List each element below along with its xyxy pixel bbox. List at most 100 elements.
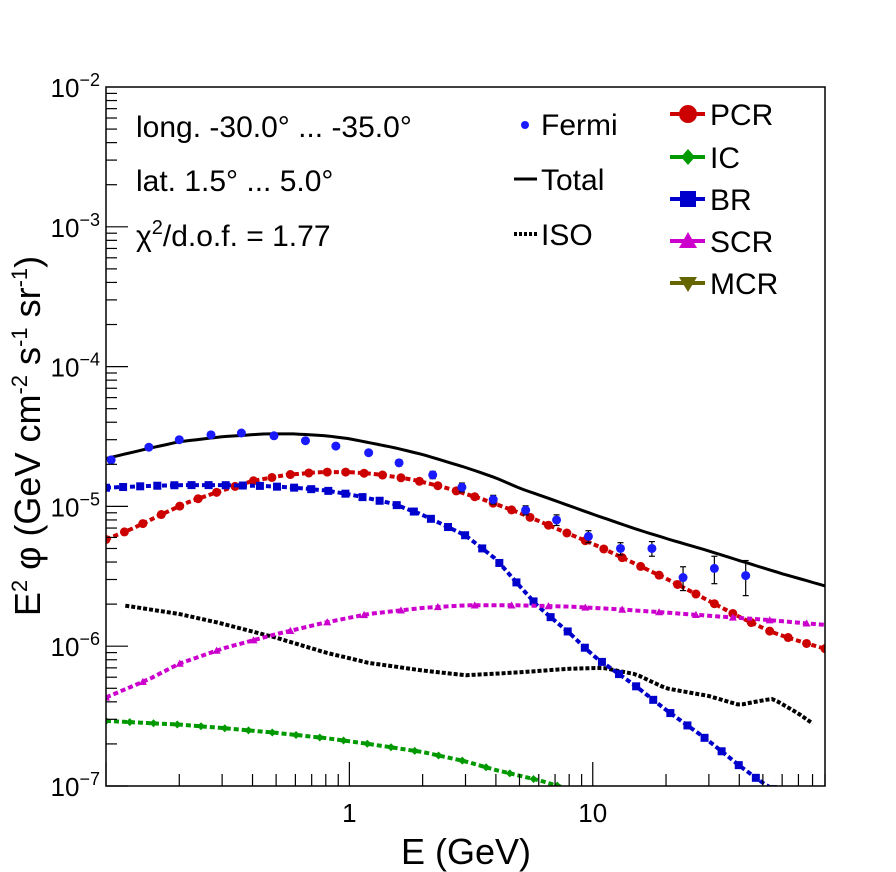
fermi-point xyxy=(174,435,184,445)
series-marker-pcr xyxy=(138,519,148,529)
series-line-br xyxy=(106,483,772,786)
series-marker-ic xyxy=(292,730,301,739)
legend-fermi-marker xyxy=(521,121,529,129)
series-marker-pcr xyxy=(156,510,166,520)
fermi-point xyxy=(457,482,467,492)
y-tick-label: 10−4 xyxy=(51,350,100,383)
series-marker-br xyxy=(273,482,282,491)
series-marker-ic xyxy=(315,733,324,742)
series-marker-br xyxy=(632,682,641,691)
series-marker-br xyxy=(358,493,367,502)
series-marker-scr xyxy=(691,610,700,619)
series-marker-pcr xyxy=(783,633,793,643)
fermi-point xyxy=(206,430,216,440)
series-marker-pcr xyxy=(378,470,388,480)
series-marker-br xyxy=(546,613,555,622)
series-marker-pcr xyxy=(248,476,258,486)
legend-total-label: Total xyxy=(541,164,604,197)
series-marker-br xyxy=(478,544,487,553)
chi-rest: /d.o.f. = 1.77 xyxy=(163,220,331,253)
series-marker-pcr xyxy=(193,494,203,504)
series-marker-br xyxy=(649,695,658,704)
series-marker-scr xyxy=(106,693,110,701)
series-marker-br xyxy=(426,514,435,523)
series-marker-br xyxy=(700,733,709,742)
series-marker-br xyxy=(187,481,196,490)
legend-mcr-label: MCR xyxy=(710,268,778,301)
latitude-annotation: lat. 1.5° ... 5.0° xyxy=(136,165,333,198)
series-marker-pcr xyxy=(802,638,812,648)
series-marker-pcr xyxy=(396,473,406,483)
fermi-point xyxy=(615,543,625,553)
chi2-annotation: χ2/d.o.f. = 1.77 xyxy=(136,217,331,253)
series-line-iso xyxy=(125,603,814,726)
series-marker-br xyxy=(307,485,316,494)
series-marker-pcr xyxy=(212,487,222,497)
y-title-sup4: -1 xyxy=(7,268,32,288)
series-marker-scr xyxy=(802,619,811,627)
fermi-point xyxy=(583,531,593,541)
series-marker-br xyxy=(615,670,624,679)
axis-ticks: 1 10 10−7 10−6 10−5 10−4 10−3 10−2 xyxy=(51,70,826,828)
fermi-point xyxy=(428,470,438,480)
series-marker-pcr xyxy=(304,468,314,478)
series-marker-pcr xyxy=(636,561,646,571)
series-marker-scr xyxy=(765,616,774,624)
legend-br-label: BR xyxy=(710,184,752,217)
series-marker-ic xyxy=(197,722,206,731)
fermi-point xyxy=(144,442,154,452)
series-marker-ic xyxy=(173,720,182,729)
legend-mcr-marker xyxy=(679,277,697,292)
y-tick-label: 10−3 xyxy=(51,210,100,243)
y-title-phi: φ (GeV cm xyxy=(7,395,48,580)
y-tick-label: 10−6 xyxy=(51,629,100,662)
x-axis-title: E (GeV) xyxy=(401,831,531,872)
series-marker-scr xyxy=(286,626,295,634)
series-marker-scr xyxy=(175,659,184,667)
legend-pcr-label: PCR xyxy=(710,99,773,132)
series-marker-pcr xyxy=(820,644,825,654)
chi-symbol: χ xyxy=(136,220,152,253)
series-marker-ic xyxy=(505,769,514,778)
series-marker-br xyxy=(221,481,230,490)
series-marker-ic xyxy=(410,746,419,755)
series-marker-ic xyxy=(434,751,443,760)
series-marker-pcr xyxy=(543,520,553,530)
series-marker-scr xyxy=(138,677,147,686)
series-marker-scr xyxy=(544,602,553,610)
series-marker-ic xyxy=(149,719,158,728)
legend-scr-label: SCR xyxy=(710,226,773,259)
series-marker-pcr xyxy=(691,589,701,599)
y-axis-title: E2 φ (GeV cm-2 s-1 sr-1) xyxy=(7,256,48,616)
series-marker-br xyxy=(444,523,453,532)
series-marker-pcr xyxy=(119,527,129,537)
series-marker-pcr xyxy=(175,501,185,511)
series-marker-ic xyxy=(268,728,277,737)
series-line-total xyxy=(106,432,825,588)
series-marker-br xyxy=(153,481,162,490)
series-marker-pcr xyxy=(562,528,572,538)
series-marker-scr xyxy=(396,606,405,614)
series-marker-ic xyxy=(244,726,253,735)
fermi-point xyxy=(741,571,751,581)
series-marker-pcr xyxy=(709,599,719,609)
series-marker-br xyxy=(106,483,110,492)
series-marker-br xyxy=(751,773,760,782)
series-marker-pcr xyxy=(599,544,609,554)
series-marker-pcr xyxy=(414,476,424,486)
plot-area xyxy=(106,428,825,786)
series-marker-br xyxy=(204,481,213,490)
series-marker-scr xyxy=(360,610,369,619)
fermi-point xyxy=(300,436,310,446)
series-marker-br xyxy=(119,483,128,492)
y-title-sup3: -1 xyxy=(7,327,32,347)
series-marker-br xyxy=(375,496,384,505)
y-tick-label: 10−7 xyxy=(51,769,100,802)
series-marker-ic xyxy=(363,739,372,748)
fermi-point xyxy=(488,495,498,505)
series-marker-pcr xyxy=(267,472,277,482)
series-marker-br xyxy=(324,486,333,495)
legend-fermi-label: Fermi xyxy=(541,109,618,142)
x-tick-label: 10 xyxy=(578,798,607,828)
